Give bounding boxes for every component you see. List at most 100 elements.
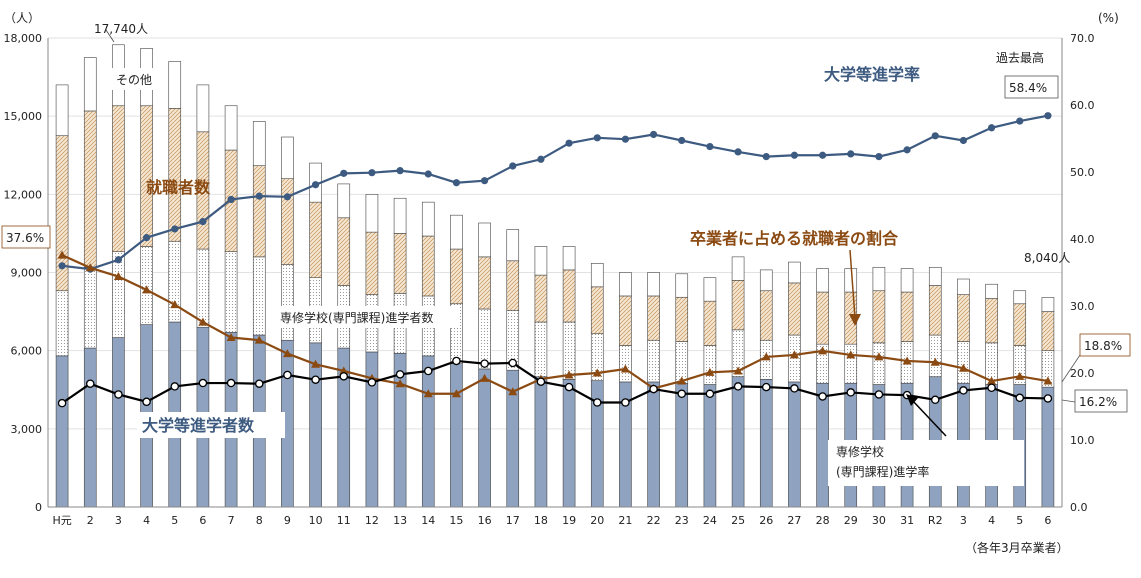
- record-value-label: 58.4%: [1009, 81, 1047, 95]
- right-tick-label: 60.0: [1070, 99, 1095, 112]
- point-senshu_rate: [86, 379, 95, 388]
- x-tick-label: 23: [675, 514, 689, 527]
- bar-shushoku: [703, 300, 717, 346]
- x-tick-label: 28: [816, 514, 830, 527]
- point-daigaku_rate: [875, 152, 883, 161]
- bar-sonota: [478, 222, 491, 258]
- bar-shushoku: [534, 274, 548, 323]
- point-senshu_rate: [536, 377, 546, 386]
- left-tick-label: 15,000: [4, 110, 43, 123]
- point-senshu_rate: [564, 382, 574, 392]
- record-value-box: [1004, 75, 1059, 99]
- last-shushoku-box: [1079, 333, 1131, 357]
- bar-shushoku: [450, 248, 463, 305]
- bar-shushoku: [365, 231, 379, 295]
- x-tick-label: 12: [365, 514, 379, 527]
- bar-shushoku: [647, 295, 660, 341]
- point-senshu_rate: [762, 382, 771, 392]
- point-daigaku_rate: [142, 234, 151, 242]
- stacked-bars: [55, 44, 1055, 508]
- bar-shushoku: [619, 295, 632, 346]
- bar-senshu: [83, 266, 97, 349]
- point-shushoku_rate: [818, 346, 828, 355]
- bar-sonota: [844, 268, 858, 293]
- bar-daigaku: [421, 355, 435, 508]
- point-daigaku_rate: [199, 217, 207, 226]
- x-tick-label: 26: [759, 514, 773, 527]
- shushoku-count-label: 就職者数: [146, 178, 211, 197]
- point-daigaku_rate: [114, 256, 123, 264]
- point-daigaku_rate: [58, 262, 66, 270]
- last-senshu-box: [1074, 389, 1128, 413]
- point-daigaku_rate: [565, 139, 573, 147]
- bar-shushoku: [759, 290, 773, 341]
- point-shushoku_rate: [958, 363, 968, 372]
- point-daigaku_rate: [649, 130, 658, 139]
- bar-sonota: [393, 197, 407, 234]
- x-tick-label: 4: [988, 514, 995, 527]
- point-senshu_rate: [931, 395, 940, 405]
- point-shushoku_rate: [1043, 376, 1053, 385]
- shushoku-rate-arrowhead: [849, 314, 861, 326]
- bar-shushoku: [731, 280, 745, 331]
- point-daigaku_rate: [818, 151, 827, 159]
- point-shushoku_rate: [142, 285, 152, 294]
- point-shushoku_rate: [902, 356, 912, 365]
- point-shushoku_rate: [705, 367, 715, 376]
- bar-shushoku: [957, 294, 970, 342]
- point-daigaku_rate: [678, 136, 686, 145]
- senshu-rate-arrow: [911, 399, 947, 437]
- point-senshu_rate: [283, 370, 292, 380]
- point-daigaku_rate: [734, 148, 742, 156]
- bar-senshu: [928, 334, 942, 378]
- bar-daigaku: [1041, 386, 1055, 508]
- point-shushoku_rate: [226, 332, 236, 341]
- bar-sonota: [421, 201, 435, 237]
- bar-daigaku: [703, 384, 717, 508]
- bar-sonota: [281, 136, 294, 179]
- x-tick-label: 10: [309, 514, 323, 527]
- footnote: （各年3月卒業者）: [965, 540, 1069, 555]
- x-tick-label: 31: [900, 514, 914, 527]
- record-high-label: 過去最高: [996, 50, 1044, 65]
- bar-sonota: [337, 183, 351, 219]
- bar-senshu: [196, 248, 210, 328]
- x-tick-label: 5: [1016, 514, 1023, 527]
- point-senshu_rate: [705, 389, 715, 399]
- bar-senshu: [703, 345, 717, 385]
- tick-labels: 0 3,000 6,000 9,000 12,000 15,000 18,000 0.0 10.…: [4, 32, 1095, 527]
- point-daigaku_rate: [171, 225, 179, 233]
- bar-sonota: [562, 246, 576, 271]
- shushoku-rate-arrow: [849, 249, 856, 319]
- bar-sonota: [957, 278, 970, 295]
- last-shushoku-leader: [1061, 354, 1081, 383]
- point-senshu_rate: [621, 398, 630, 407]
- x-tick-label: 30: [872, 514, 886, 527]
- max-total-label: 17,740人: [94, 22, 148, 36]
- left-tick-label: 12,000: [4, 188, 43, 201]
- x-tick-label: 21: [618, 514, 632, 527]
- senshu-rate-label-line2: (専門課程)進学率: [836, 464, 929, 479]
- x-tick-label: 18: [534, 514, 548, 527]
- point-senshu_rate: [1015, 393, 1025, 403]
- bar-shushoku: [309, 201, 322, 279]
- bar-shushoku: [788, 282, 801, 336]
- bar-sonota: [252, 121, 266, 166]
- bar-shushoku: [281, 178, 294, 265]
- x-tick-label: 19: [562, 514, 576, 527]
- line-shushoku_rate: [61, 254, 1049, 395]
- last-senshu-label: 16.2%: [1079, 395, 1117, 409]
- point-senshu_rate: [987, 383, 996, 392]
- bar-shushoku: [168, 108, 182, 242]
- bar-daigaku: [562, 379, 576, 508]
- bar-senshu: [534, 321, 548, 378]
- max-total-leader: [105, 29, 115, 43]
- right-tick-label: 20.0: [1070, 367, 1095, 380]
- point-daigaku_rate: [706, 142, 714, 151]
- point-daigaku_rate: [790, 151, 799, 159]
- point-shushoku_rate: [987, 376, 997, 385]
- right-tick-label: 40.0: [1070, 233, 1095, 246]
- point-senshu_rate: [818, 392, 827, 401]
- x-tick-label: 8: [256, 514, 263, 527]
